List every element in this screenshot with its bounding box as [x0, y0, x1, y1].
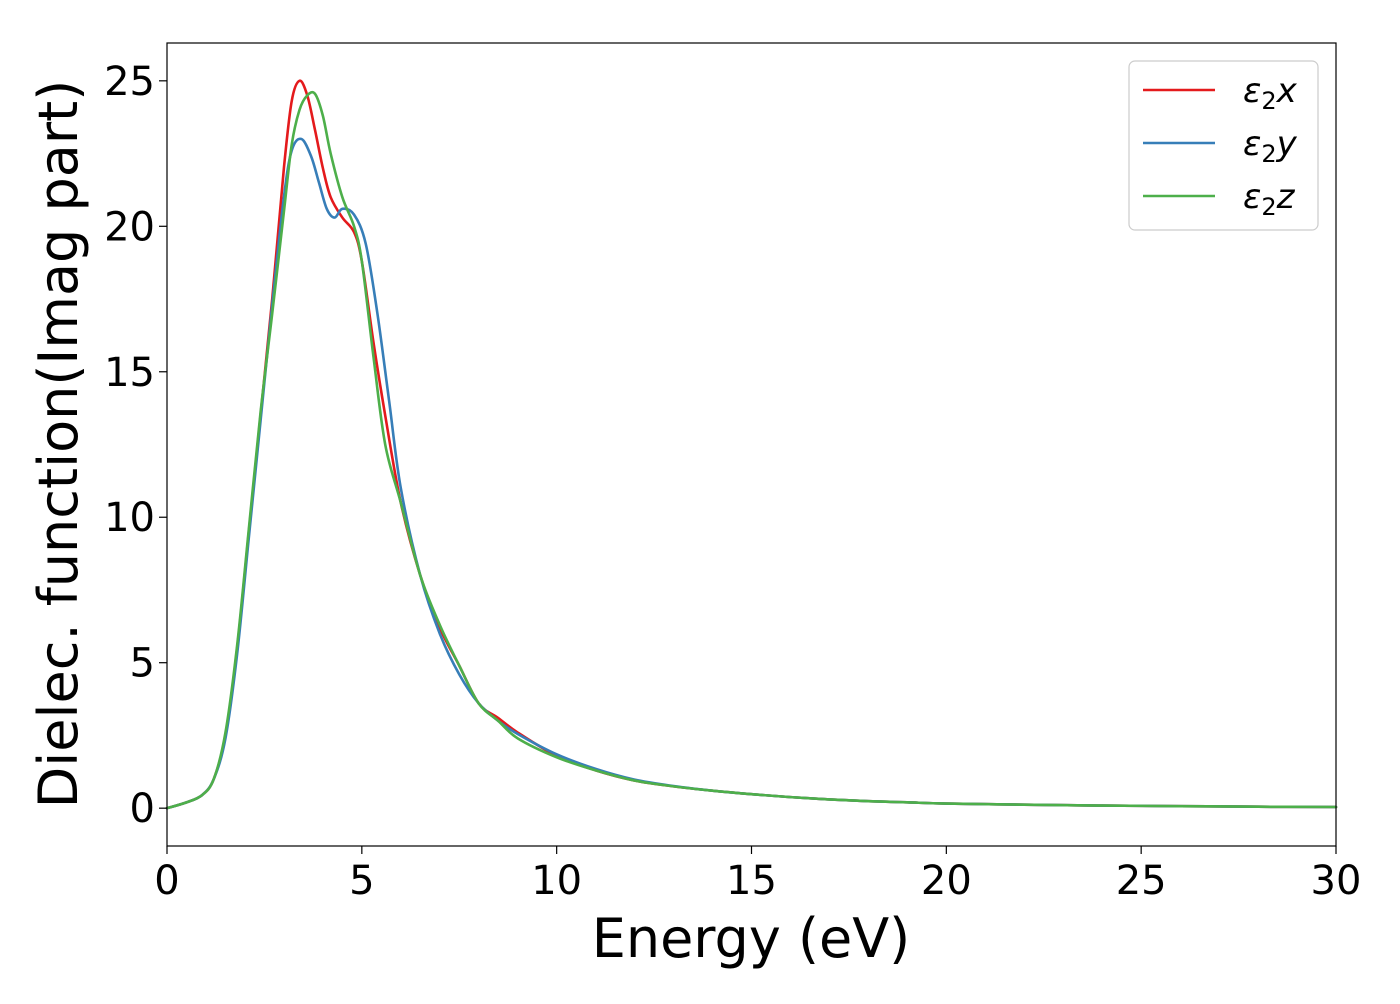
y-tick-label: 10 — [104, 495, 155, 541]
x-tick-label: 20 — [921, 858, 972, 904]
x-tick-label: 15 — [726, 858, 777, 904]
x-tick-label: 10 — [531, 858, 582, 904]
legend: ε2x ε2y ε2z — [1128, 60, 1319, 231]
x-tick-label: 25 — [1116, 858, 1167, 904]
x-axis-label: Energy (eV) — [592, 907, 911, 970]
y-tick-label: 25 — [104, 59, 155, 105]
legend-label-y: ε2y — [1243, 124, 1298, 168]
y-tick-label: 20 — [104, 204, 155, 250]
legend-label-x: ε2x — [1243, 71, 1298, 115]
series-layer — [165, 79, 1338, 810]
legend-label-z: ε2z — [1243, 177, 1296, 221]
x-tick-label: 5 — [349, 858, 374, 904]
y-axis-label: Dielec. function(Imag part) — [27, 80, 90, 809]
y-tick-label: 0 — [130, 786, 155, 832]
y-tick-label: 15 — [104, 350, 155, 396]
x-tick-label: 0 — [154, 858, 179, 904]
y-tick-label: 5 — [130, 641, 155, 687]
series-line-z — [165, 90, 1338, 810]
legend-box — [1128, 60, 1319, 231]
ticks-layer: 0 5 10 15 20 25 30 0 5 10 15 20 25 — [104, 59, 1361, 904]
x-tick-label: 30 — [1311, 858, 1362, 904]
